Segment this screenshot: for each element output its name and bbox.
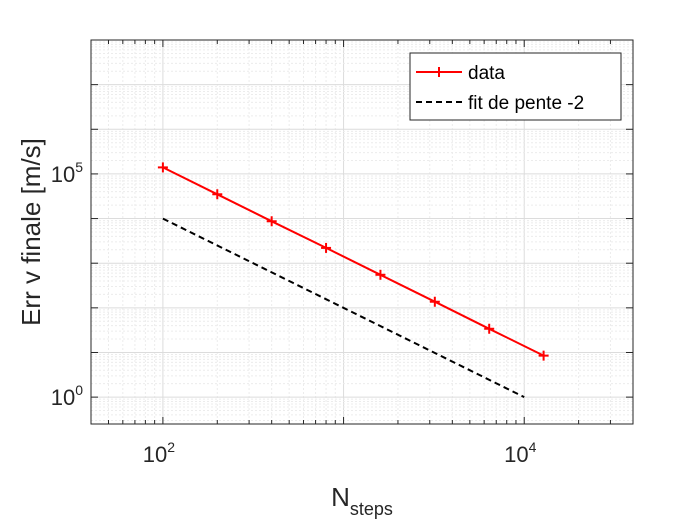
data-point-marker: [484, 323, 495, 334]
data-point-marker: [375, 269, 386, 280]
legend-label-fit: fit de pente -2: [468, 93, 584, 114]
y-tick-label-base: 10: [51, 385, 75, 410]
x-axis-title-subscript: steps: [350, 499, 393, 519]
tick-marks: [90, 39, 634, 424]
legend-box: [409, 52, 622, 121]
x-axis-title-main: N: [331, 482, 350, 512]
x-tick-label: 104: [504, 439, 536, 467]
x-tick-label-base: 10: [143, 442, 167, 467]
x-axis-title: Nsteps: [331, 482, 393, 519]
y-tick-label-base: 10: [51, 162, 75, 187]
data-point-marker: [321, 242, 332, 253]
y-axis-title: Err v finale [m/s]: [16, 138, 46, 326]
data-point-marker: [266, 216, 277, 227]
series-line-fit: [162, 217, 525, 398]
legend-label-data: data: [468, 63, 505, 84]
data-point-marker: [538, 350, 549, 361]
y-tick-label-exponent: 0: [75, 382, 83, 398]
x-tick-labels: 102 104: [143, 439, 537, 467]
legend-marker-data: [434, 67, 444, 77]
y-tick-label: 105: [51, 159, 83, 187]
x-tick-label-base: 10: [504, 442, 528, 467]
x-tick-label-exponent: 4: [529, 439, 537, 455]
data-point-marker: [429, 296, 440, 307]
data-point-marker: [212, 189, 223, 200]
x-tick-label-exponent: 2: [167, 439, 175, 455]
series-line-data: [162, 166, 545, 357]
y-tick-label-exponent: 5: [75, 159, 83, 175]
legend-plus-marker: [434, 67, 444, 77]
data-point-marker: [157, 162, 168, 173]
y-tick-label: 100: [51, 382, 83, 410]
x-tick-label: 102: [143, 439, 175, 467]
legend: data fit de pente -2: [409, 52, 622, 121]
series-lines: [157, 162, 549, 398]
plot-frame: [90, 39, 634, 425]
